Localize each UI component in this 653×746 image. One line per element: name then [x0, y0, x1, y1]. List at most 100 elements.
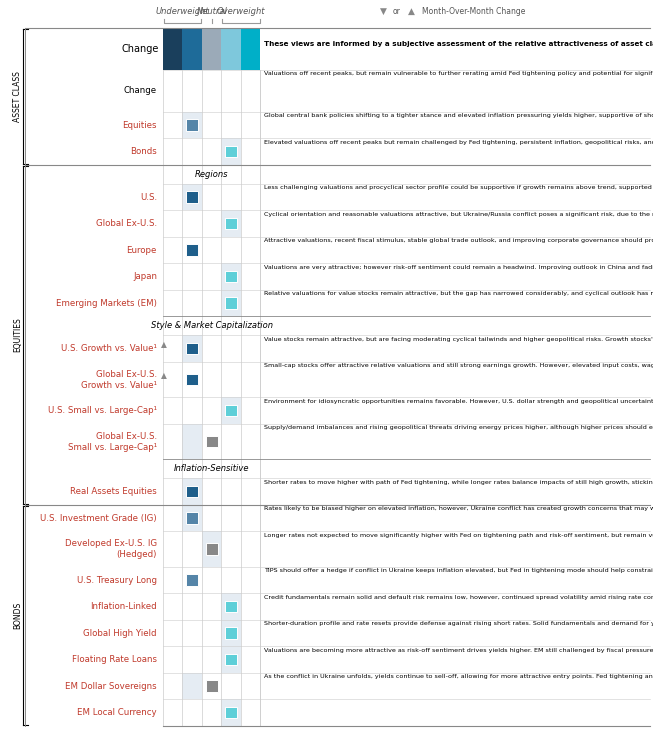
Text: Value stocks remain attractive, but are facing moderating cyclical tailwinds and: Value stocks remain attractive, but are …: [264, 337, 653, 342]
Bar: [182, 112, 202, 139]
Bar: [187, 513, 198, 524]
Bar: [221, 28, 241, 70]
Text: Global Ex-U.S.: Global Ex-U.S.: [96, 219, 157, 228]
Text: ASSET CLASS: ASSET CLASS: [14, 71, 22, 122]
Text: Relative valuations for value stocks remain attractive, but the gap has narrowed: Relative valuations for value stocks rem…: [264, 292, 653, 296]
Bar: [225, 298, 237, 309]
Text: U.S. Investment Grade (IG): U.S. Investment Grade (IG): [40, 514, 157, 523]
Text: Underweight: Underweight: [155, 7, 210, 16]
Text: ▲: ▲: [161, 372, 167, 380]
Text: BONDS: BONDS: [14, 602, 22, 629]
Text: Emerging Markets (EM): Emerging Markets (EM): [56, 298, 157, 308]
Bar: [221, 398, 241, 424]
Text: EM Local Currency: EM Local Currency: [77, 708, 157, 717]
Text: Valuations are becoming more attractive as risk-off sentiment drives yields high: Valuations are becoming more attractive …: [264, 648, 653, 653]
Bar: [225, 405, 237, 416]
Text: U.S.: U.S.: [140, 192, 157, 201]
Text: Rates likely to be biased higher on elevated inflation, however, Ukraine conflic: Rates likely to be biased higher on elev…: [264, 507, 653, 512]
Bar: [221, 700, 241, 726]
Text: Credit fundamentals remain solid and default risk remains low, however, continue: Credit fundamentals remain solid and def…: [264, 595, 653, 600]
Bar: [241, 28, 261, 70]
Text: U.S. Treasury Long: U.S. Treasury Long: [77, 576, 157, 585]
Text: Neutral: Neutral: [197, 7, 227, 16]
Bar: [187, 486, 198, 498]
Text: ▲: ▲: [408, 7, 415, 16]
Bar: [182, 673, 202, 700]
Bar: [182, 336, 202, 362]
Bar: [225, 707, 237, 718]
Bar: [225, 627, 237, 639]
Text: Change: Change: [124, 87, 157, 95]
Bar: [206, 436, 217, 448]
Text: Global High Yield: Global High Yield: [84, 629, 157, 638]
Text: Environment for idiosyncratic opportunities remains favorable. However, U.S. dol: Environment for idiosyncratic opportunit…: [264, 399, 653, 404]
Text: TIPS should offer a hedge if conflict in Ukraine keeps inflation elevated, but F: TIPS should offer a hedge if conflict in…: [264, 568, 653, 574]
Text: Bonds: Bonds: [130, 147, 157, 156]
Bar: [225, 271, 237, 283]
Text: Small-cap stocks offer attractive relative valuations and still strong earnings : Small-cap stocks offer attractive relati…: [264, 363, 653, 369]
Text: Valuations are very attractive; however risk-off sentiment could remain a headwi: Valuations are very attractive; however …: [264, 265, 653, 270]
Text: Japan: Japan: [133, 272, 157, 281]
Bar: [221, 139, 241, 165]
Bar: [206, 680, 217, 692]
Text: Floating Rate Loans: Floating Rate Loans: [72, 655, 157, 664]
Bar: [187, 343, 198, 354]
Text: Shorter-duration profile and rate resets provide defense against rising short ra: Shorter-duration profile and rate resets…: [264, 621, 653, 627]
Text: U.S. Small vs. Large-Cap¹: U.S. Small vs. Large-Cap¹: [48, 407, 157, 416]
Text: Developed Ex-U.S. IG
(Hedged): Developed Ex-U.S. IG (Hedged): [65, 539, 157, 559]
Text: Elevated valuations off recent peaks but remain challenged by Fed tightening, pe: Elevated valuations off recent peaks but…: [264, 140, 653, 145]
Text: Valuations off recent peaks, but remain vulnerable to further rerating amid Fed : Valuations off recent peaks, but remain …: [264, 72, 653, 77]
Bar: [163, 28, 182, 70]
Bar: [187, 574, 198, 586]
Text: Less challenging valuations and procyclical sector profile could be supportive i: Less challenging valuations and procycli…: [264, 186, 653, 190]
Text: Europe: Europe: [127, 245, 157, 254]
Bar: [221, 647, 241, 673]
Text: Global Ex-U.S.
Small vs. Large-Cap¹: Global Ex-U.S. Small vs. Large-Cap¹: [68, 432, 157, 451]
Text: Supply/demand imbalances and rising geopolitical threats driving energy prices h: Supply/demand imbalances and rising geop…: [264, 425, 653, 430]
Bar: [221, 290, 241, 316]
Bar: [221, 620, 241, 647]
Text: Regions: Regions: [195, 170, 229, 179]
Text: Cyclical orientation and reasonable valuations attractive, but Ukraine/Russia co: Cyclical orientation and reasonable valu…: [264, 212, 653, 217]
Text: or: or: [392, 7, 400, 16]
Bar: [225, 654, 237, 665]
Text: Change: Change: [121, 44, 159, 54]
Text: Month-Over-Month Change: Month-Over-Month Change: [422, 7, 526, 16]
Text: ▼: ▼: [380, 7, 387, 16]
Text: Style & Market Capitalization: Style & Market Capitalization: [151, 322, 273, 330]
Text: Overweight: Overweight: [217, 7, 265, 16]
Text: EQUITIES: EQUITIES: [14, 318, 22, 352]
Bar: [182, 505, 202, 531]
Bar: [182, 184, 202, 210]
Text: Attractive valuations, recent fiscal stimulus, stable global trade outlook, and : Attractive valuations, recent fiscal sti…: [264, 239, 653, 243]
Text: Shorter rates to move higher with path of Fed tightening, while longer rates bal: Shorter rates to move higher with path o…: [264, 480, 653, 485]
Bar: [206, 544, 217, 555]
Text: Longer rates not expected to move significantly higher with Fed on tightening pa: Longer rates not expected to move signif…: [264, 533, 653, 538]
Text: EM Dollar Sovereigns: EM Dollar Sovereigns: [65, 682, 157, 691]
Text: These views are informed by a subjective assessment of the relative attractivene: These views are informed by a subjective…: [264, 41, 653, 47]
Bar: [187, 119, 198, 131]
Bar: [182, 478, 202, 505]
Bar: [182, 28, 202, 70]
Text: Global Ex-U.S.
Growth vs. Value¹: Global Ex-U.S. Growth vs. Value¹: [81, 370, 157, 389]
Text: Equities: Equities: [123, 121, 157, 130]
Bar: [202, 531, 221, 567]
Text: Inflation-Linked: Inflation-Linked: [90, 602, 157, 611]
Bar: [221, 210, 241, 237]
Bar: [225, 601, 237, 612]
Bar: [187, 192, 198, 203]
Bar: [225, 146, 237, 157]
Text: ▲: ▲: [161, 340, 167, 349]
Text: Inflation-Sensitive: Inflation-Sensitive: [174, 465, 249, 474]
Bar: [202, 28, 221, 70]
Bar: [221, 594, 241, 620]
Bar: [225, 218, 237, 230]
Text: As the conflict in Ukraine unfolds, yields continue to sell-off, allowing for mo: As the conflict in Ukraine unfolds, yiel…: [264, 674, 653, 680]
Bar: [187, 245, 198, 256]
Bar: [187, 374, 198, 386]
Bar: [182, 424, 202, 460]
Bar: [221, 263, 241, 290]
Text: Real Assets Equities: Real Assets Equities: [71, 487, 157, 496]
Text: Global central bank policies shifting to a tighter stance and elevated inflation: Global central bank policies shifting to…: [264, 113, 653, 119]
Text: U.S. Growth vs. Value¹: U.S. Growth vs. Value¹: [61, 344, 157, 354]
